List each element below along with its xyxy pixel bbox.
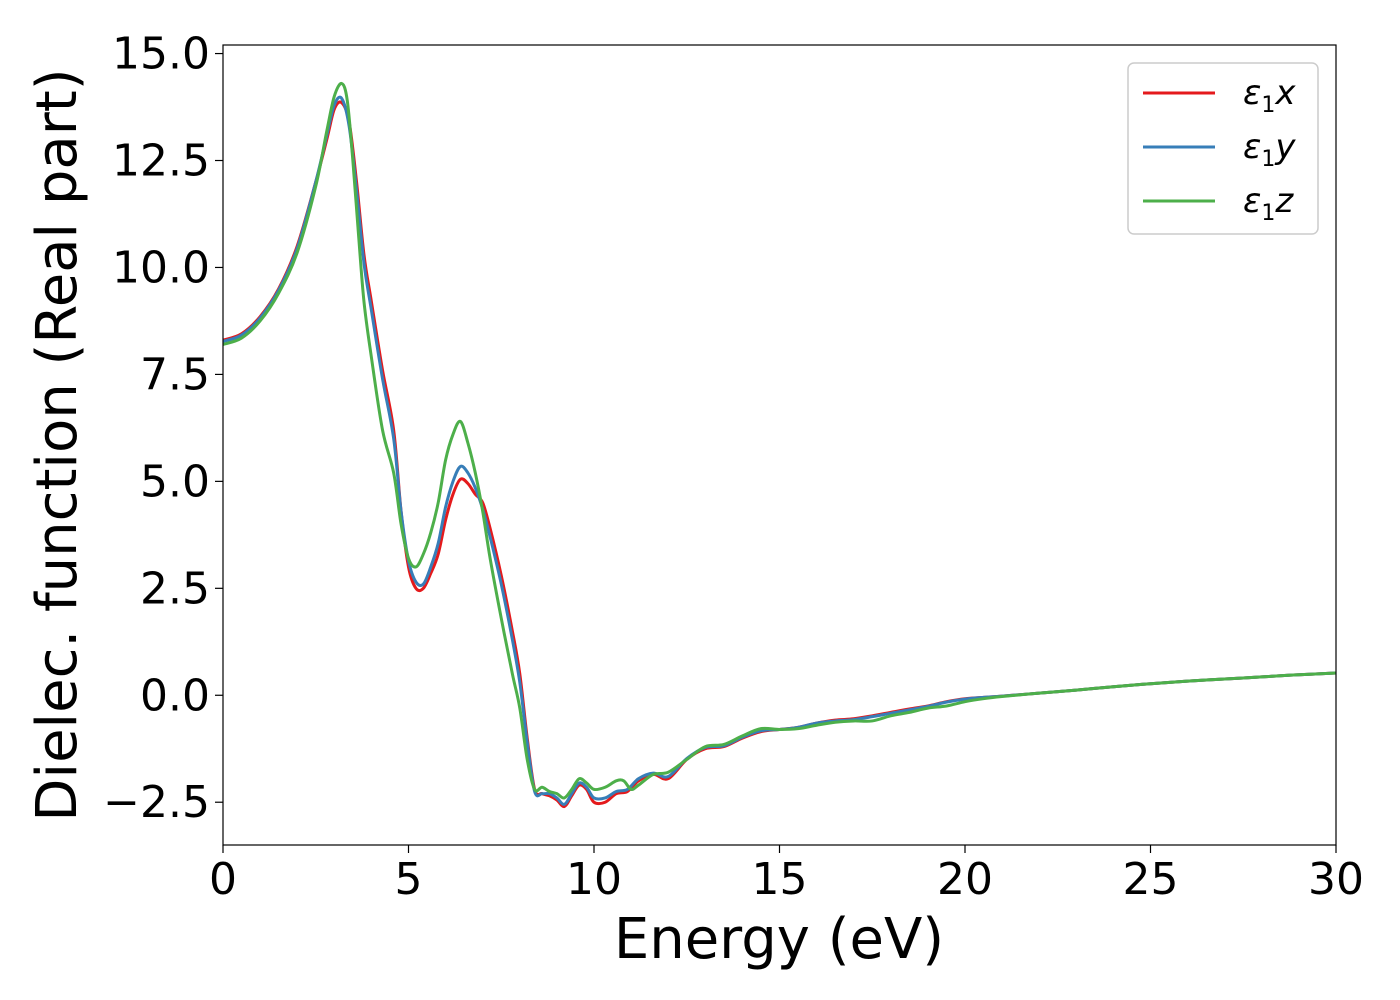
legend-label-z: ε1z bbox=[1243, 181, 1294, 226]
x-tick-label: 0 bbox=[209, 854, 237, 905]
x-tick-label: 5 bbox=[395, 854, 423, 905]
x-tick-label: 10 bbox=[566, 854, 622, 905]
x-axis-ticks: 0 5 10 15 20 25 30 bbox=[209, 845, 1364, 905]
y-tick-label: 2.5 bbox=[140, 563, 210, 614]
y-tick-label: 5.0 bbox=[140, 456, 210, 507]
legend-label-x: ε1x bbox=[1243, 73, 1296, 118]
y-tick-label: 7.5 bbox=[140, 349, 210, 400]
x-tick-label: 15 bbox=[752, 854, 808, 905]
y-tick-label: 0.0 bbox=[140, 670, 210, 721]
legend-label-y: ε1y bbox=[1243, 127, 1296, 172]
y-axis-label: Dielec. function (Real part) bbox=[25, 68, 90, 821]
series-line-z bbox=[223, 81, 1336, 800]
x-tick-label: 20 bbox=[937, 854, 993, 905]
series-line-y bbox=[223, 95, 1336, 806]
y-axis-ticks: −2.5 0.0 2.5 5.0 7.5 10.0 12.5 15.0 bbox=[103, 29, 223, 828]
y-tick-label: 10.0 bbox=[112, 242, 210, 293]
legend: ε1x ε1y ε1z bbox=[1127, 62, 1319, 235]
x-tick-label: 30 bbox=[1308, 854, 1364, 905]
y-tick-label: 12.5 bbox=[112, 136, 210, 187]
legend-box bbox=[1127, 62, 1319, 235]
y-tick-label: −2.5 bbox=[103, 777, 210, 828]
x-axis-label: Energy (eV) bbox=[614, 907, 944, 972]
y-tick-label: 15.0 bbox=[112, 29, 210, 80]
plot-lines bbox=[223, 81, 1336, 809]
x-tick-label: 25 bbox=[1123, 854, 1179, 905]
